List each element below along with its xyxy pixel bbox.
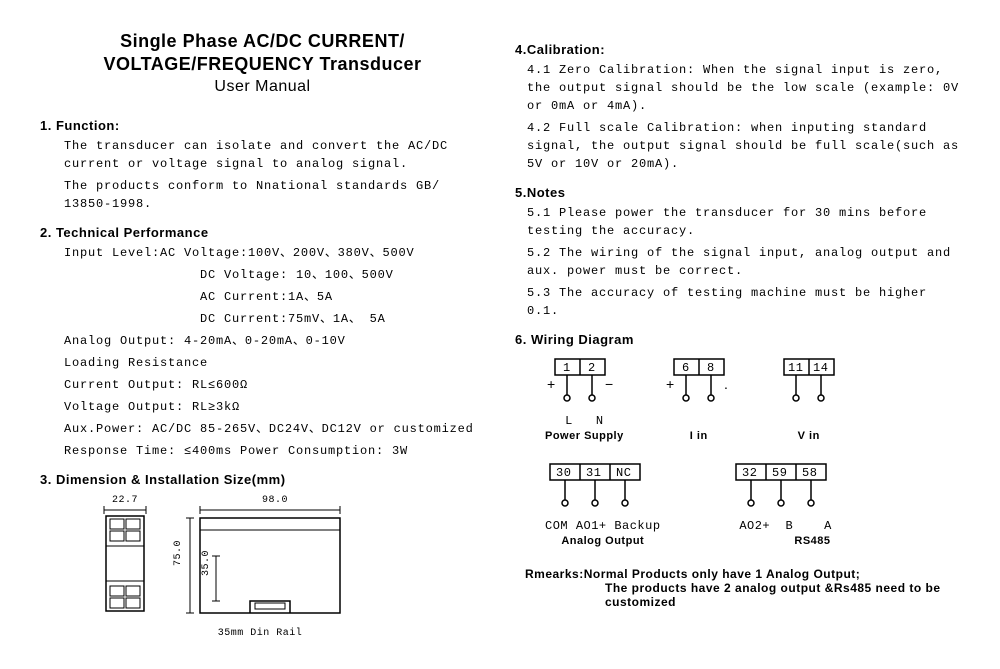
wiring-row-2: 30 31 NC COM AO1+ Backup Analog Output	[545, 462, 960, 547]
section-1-paragraph-2: The products conform to Nnational standa…	[40, 177, 485, 213]
svg-text:11: 11	[788, 361, 803, 375]
svg-text:−: −	[605, 376, 614, 392]
spec-dc-current: DC Current:75mV、1A、 5A	[40, 310, 485, 328]
section-5-heading: 5.Notes	[515, 185, 960, 200]
section-1-heading: 1. Function:	[40, 118, 485, 133]
terminal-i-in: 6 8 + . I in	[664, 357, 734, 442]
svg-text:+: +	[666, 376, 675, 392]
spec-response-time: Response Time: ≤400ms Power Consumption:…	[40, 442, 485, 460]
section-5-paragraph-2: 5.2 The wiring of the signal input, anal…	[515, 244, 960, 280]
section-4-heading: 4.Calibration:	[515, 42, 960, 57]
terminal-v-in: 11 14 V in	[774, 357, 844, 442]
front-view-svg	[100, 506, 150, 616]
dim-75-0-text: 75.0	[173, 540, 184, 566]
svg-text:.: .	[724, 376, 728, 392]
spec-dc-voltage: DC Voltage: 10、100、500V	[40, 266, 485, 284]
remarks-line-1: Rmearks:Normal Products only have 1 Anal…	[525, 567, 960, 581]
dim-22-7: 22.7	[100, 495, 150, 506]
svg-text:1: 1	[563, 361, 571, 375]
terminal-rs485: 32 59 58 AO2+ B A RS485	[731, 462, 841, 547]
title-line-3: User Manual	[40, 77, 485, 98]
section-6-heading: 6. Wiring Diagram	[515, 332, 960, 347]
din-rail-label: 35mm Din Rail	[170, 628, 350, 639]
svg-text:58: 58	[802, 466, 817, 480]
spec-ac-current: AC Current:1A、5A	[40, 288, 485, 306]
svg-text:NC: NC	[616, 466, 631, 480]
spec-input-level: Input Level:AC Voltage:100V、200V、380V、50…	[40, 244, 485, 262]
dim-98-0: 98.0	[200, 495, 350, 506]
spec-analog-output: Analog Output: 4-20mA、0-20mA、0-10V	[40, 332, 485, 350]
section-4-paragraph-1: 4.1 Zero Calibration: When the signal in…	[515, 61, 960, 115]
right-column: 4.Calibration: 4.1 Zero Calibration: Whe…	[515, 30, 960, 639]
spec-voltage-output: Voltage Output: RL≥3kΩ	[40, 398, 485, 416]
side-view-svg: 75.0 35.0	[170, 506, 350, 626]
wiring-row-1: 1 2 + − L N Power Supply	[545, 357, 960, 442]
document-title: Single Phase AC/DC CURRENT/ VOLTAGE/FREQ…	[40, 30, 485, 98]
svg-text:2: 2	[588, 361, 596, 375]
v-in-label: V in	[774, 430, 844, 442]
analog-output-label: Analog Output	[545, 535, 661, 547]
analog-output-pins: COM AO1+ Backup	[545, 519, 661, 533]
title-line-1: Single Phase AC/DC CURRENT/	[40, 30, 485, 53]
remarks-line-2: The products have 2 analog output &Rs485…	[605, 581, 960, 609]
svg-text:+: +	[547, 376, 556, 392]
spec-current-output: Current Output: RL≤600Ω	[40, 376, 485, 394]
power-supply-ln: L N	[545, 414, 624, 428]
section-5-paragraph-1: 5.1 Please power the transducer for 30 m…	[515, 204, 960, 240]
power-supply-label: Power Supply	[545, 430, 624, 442]
svg-text:6: 6	[682, 361, 690, 375]
svg-text:30: 30	[556, 466, 571, 480]
i-in-label: I in	[664, 430, 734, 442]
svg-text:8: 8	[707, 361, 715, 375]
section-4-paragraph-2: 4.2 Full scale Calibration: when inputin…	[515, 119, 960, 173]
terminal-power-supply: 1 2 + − L N Power Supply	[545, 357, 624, 442]
title-line-2: VOLTAGE/FREQUENCY Transducer	[40, 53, 485, 76]
svg-text:31: 31	[586, 466, 601, 480]
svg-text:32: 32	[742, 466, 757, 480]
rs485-pins: AO2+ B A	[731, 519, 841, 533]
spec-loading-resistance: Loading Resistance	[40, 354, 485, 372]
terminal-analog-output: 30 31 NC COM AO1+ Backup Analog Output	[545, 462, 661, 547]
svg-text:14: 14	[813, 361, 828, 375]
svg-text:59: 59	[772, 466, 787, 480]
section-5-paragraph-3: 5.3 The accuracy of testing machine must…	[515, 284, 960, 320]
section-1-paragraph-1: The transducer can isolate and convert t…	[40, 137, 485, 173]
left-column: Single Phase AC/DC CURRENT/ VOLTAGE/FREQ…	[40, 30, 485, 639]
rs485-label: RS485	[731, 535, 841, 547]
section-3-heading: 3. Dimension & Installation Size(mm)	[40, 472, 485, 487]
dim-35-0-text: 35.0	[201, 550, 212, 576]
spec-aux-power: Aux.Power: AC/DC 85-265V、DC24V、DC12V or …	[40, 420, 485, 438]
dimension-drawing: 22.7	[100, 495, 485, 639]
section-2-heading: 2. Technical Performance	[40, 225, 485, 240]
